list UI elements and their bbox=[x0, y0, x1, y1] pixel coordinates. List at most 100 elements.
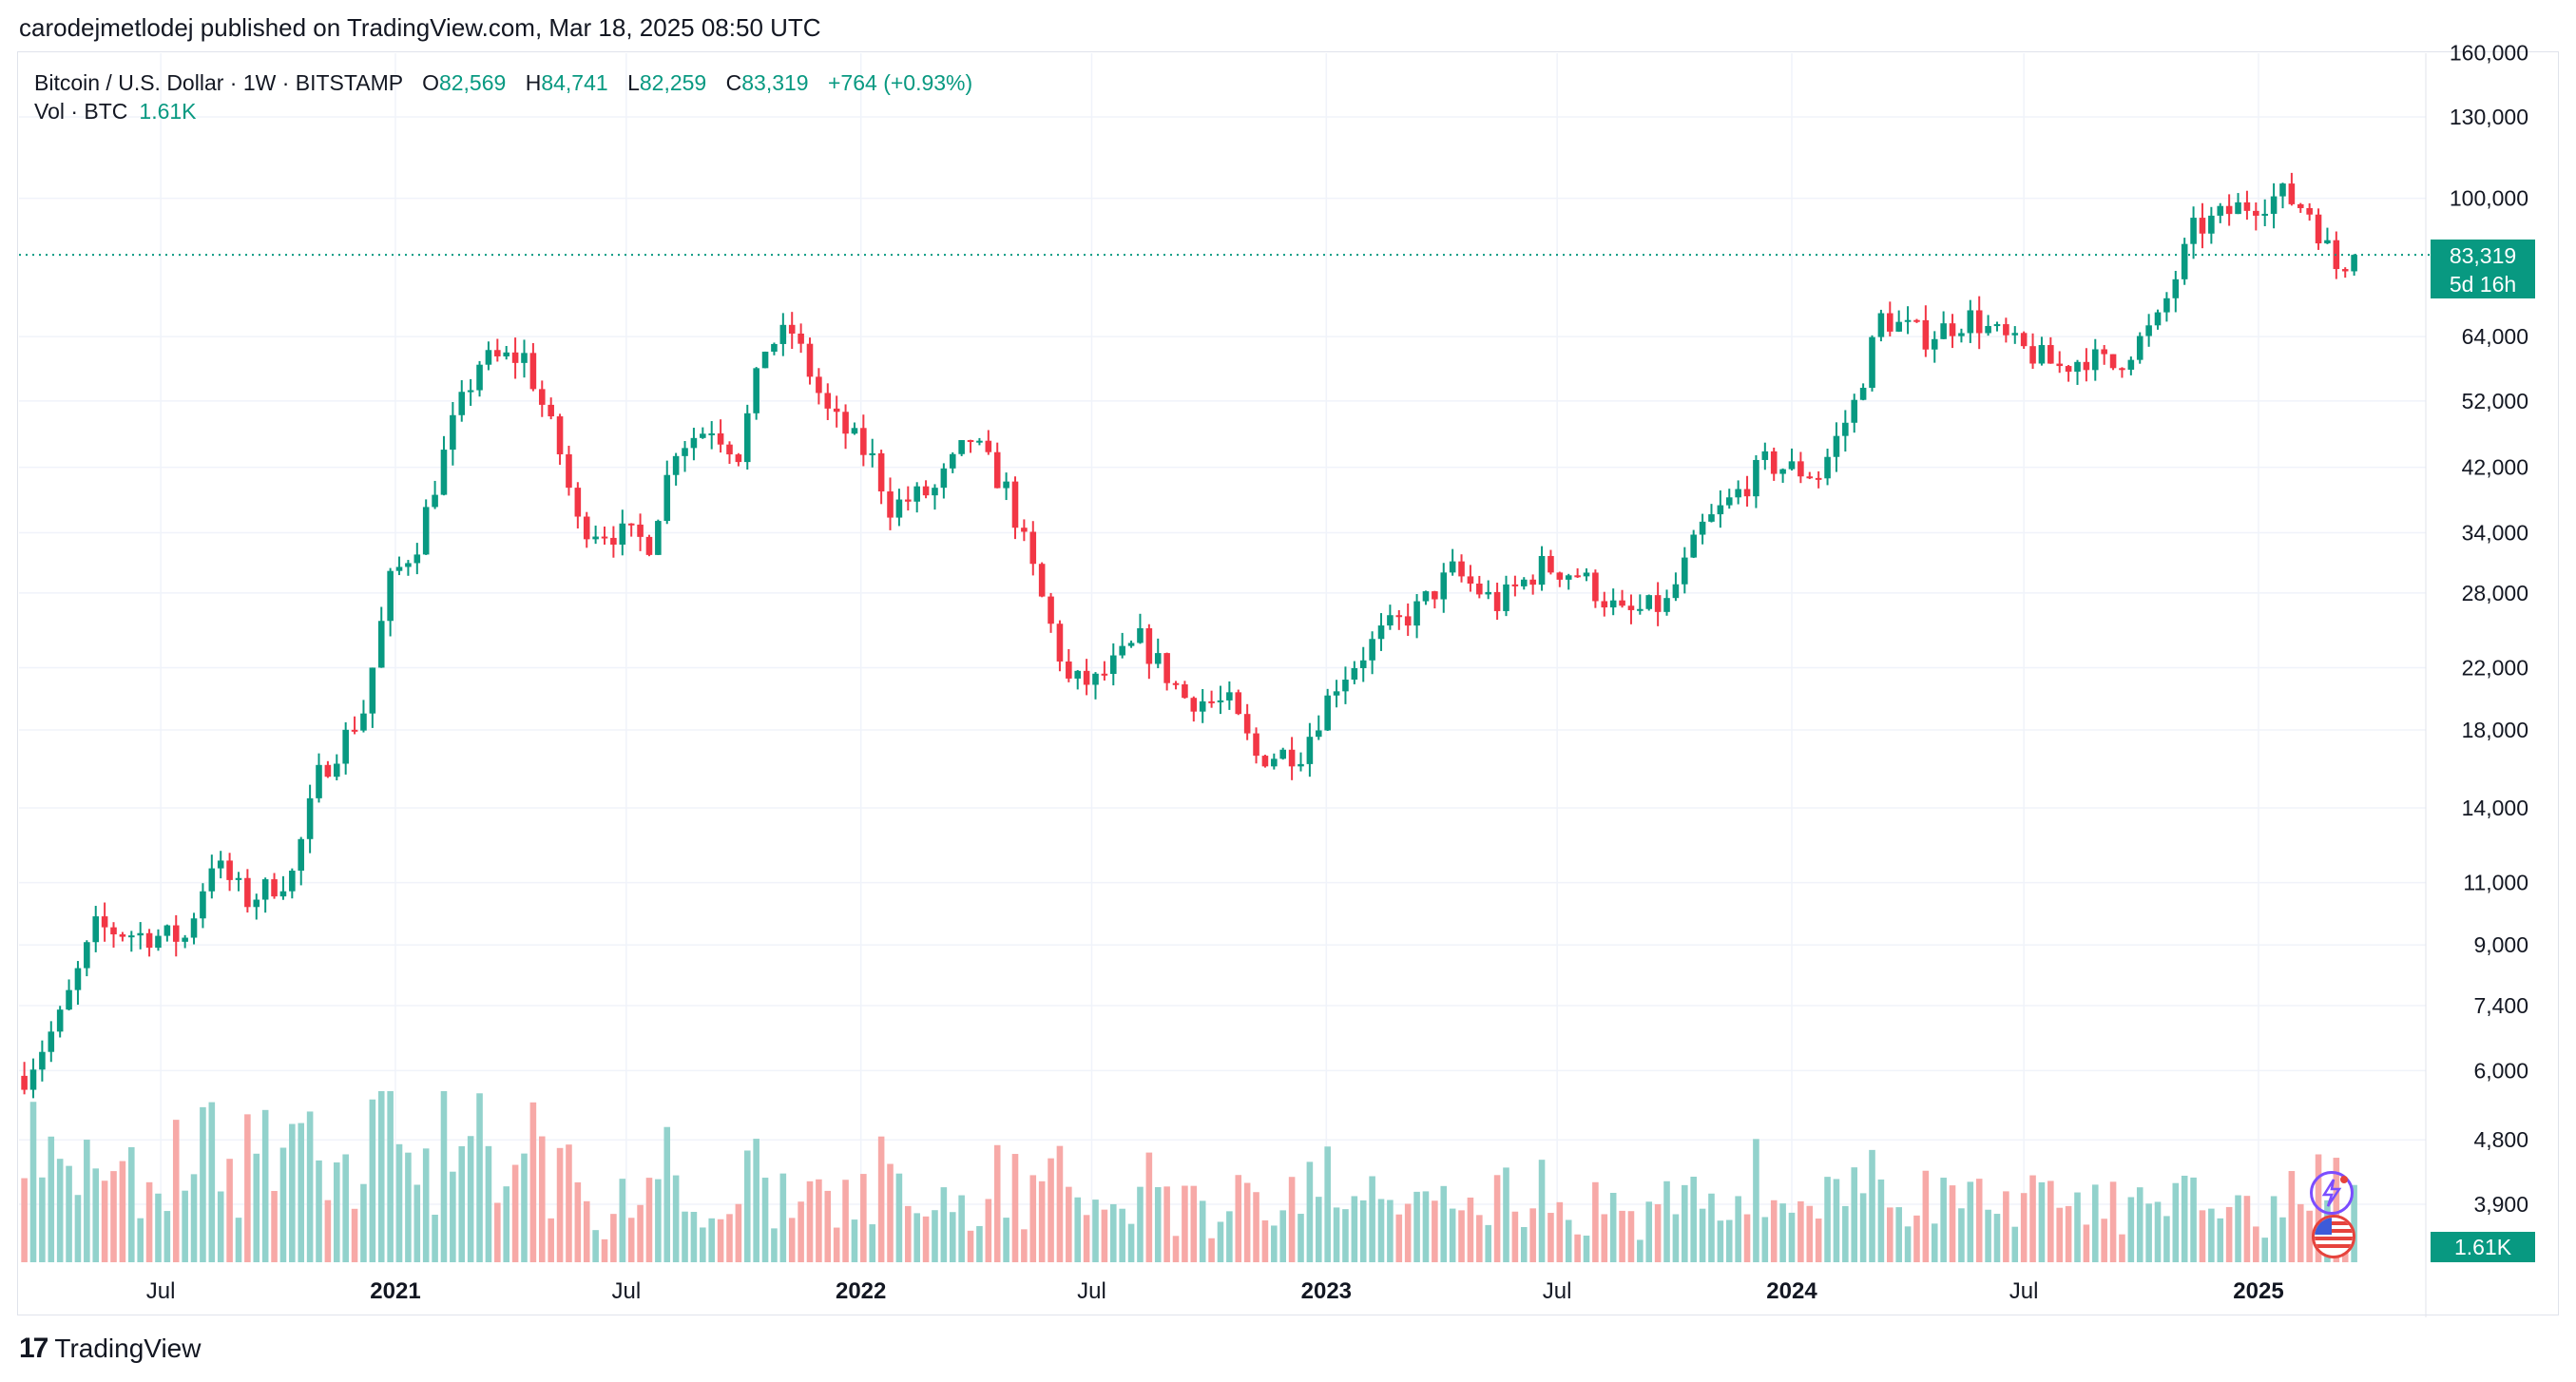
y-tick-label: 7,400 bbox=[2473, 993, 2528, 1018]
volume-bar bbox=[1690, 1177, 1697, 1262]
volume-bar bbox=[1369, 1176, 1375, 1262]
volume-bar bbox=[2235, 1195, 2241, 1262]
volume-bar bbox=[1548, 1213, 1554, 1262]
candle-body bbox=[548, 404, 554, 417]
volume-bar bbox=[289, 1123, 296, 1262]
candle-body bbox=[422, 507, 430, 555]
candle-body bbox=[2038, 345, 2046, 364]
candle-body bbox=[2065, 366, 2072, 373]
volume-bar bbox=[1003, 1218, 1009, 1262]
candle-body bbox=[1779, 469, 1786, 474]
candle-body bbox=[1021, 528, 1028, 532]
candle-body bbox=[690, 437, 698, 449]
candle-body bbox=[1788, 461, 1796, 470]
candle-body bbox=[1627, 605, 1635, 610]
volume-bar bbox=[163, 1211, 171, 1262]
candle-body bbox=[1387, 615, 1394, 626]
candle-body bbox=[2047, 345, 2054, 364]
candle-body bbox=[2341, 269, 2349, 272]
volume-bar bbox=[503, 1186, 510, 1262]
candle-body bbox=[387, 570, 394, 622]
candle-body bbox=[200, 891, 206, 919]
candle-body bbox=[717, 432, 724, 445]
volume-bar bbox=[494, 1202, 501, 1262]
volume-bar bbox=[360, 1183, 367, 1262]
candle-body bbox=[779, 324, 787, 344]
volume-bar bbox=[1127, 1223, 1135, 1262]
candle-body bbox=[1833, 435, 1840, 457]
volume-bar bbox=[610, 1214, 617, 1262]
bolt-sparkle-icon[interactable] bbox=[2310, 1171, 2354, 1215]
candle-body bbox=[289, 871, 296, 892]
volume-bar bbox=[1538, 1160, 1546, 1262]
volume-bar bbox=[529, 1102, 537, 1262]
volume-bar bbox=[2083, 1224, 2090, 1262]
volume-bar bbox=[1048, 1158, 1054, 1262]
candle-body bbox=[1904, 319, 1912, 322]
candle-body bbox=[798, 333, 804, 344]
volume-bar bbox=[1154, 1187, 1162, 1262]
candle-body bbox=[440, 450, 448, 495]
volume-bar bbox=[1824, 1177, 1831, 1262]
volume-label[interactable]: Vol · BTC bbox=[34, 99, 128, 124]
volume-bar bbox=[235, 1218, 242, 1262]
volume-bar bbox=[2020, 1193, 2028, 1262]
candle-body bbox=[1931, 338, 1938, 350]
candle-body bbox=[1422, 591, 1430, 602]
volume-bar bbox=[351, 1208, 358, 1262]
candle-body bbox=[271, 879, 278, 897]
volume-bar bbox=[1137, 1186, 1144, 1262]
volume-bar bbox=[788, 1218, 796, 1262]
candle-body bbox=[2029, 346, 2036, 364]
tradingview-brand[interactable]: 17 TradingView bbox=[19, 1333, 201, 1365]
candle-body bbox=[217, 860, 224, 869]
volume-bar bbox=[1753, 1139, 1759, 1262]
candle-body bbox=[1261, 756, 1269, 767]
candle-body bbox=[663, 474, 671, 522]
candle-body bbox=[1940, 323, 1947, 339]
volume-bar bbox=[2056, 1207, 2064, 1262]
candle-body bbox=[1753, 459, 1759, 497]
candle-body bbox=[538, 389, 546, 405]
volume-bar bbox=[1404, 1203, 1412, 1262]
volume-bar bbox=[1101, 1209, 1108, 1262]
candle-body bbox=[467, 390, 474, 393]
volume-bar bbox=[110, 1171, 117, 1262]
volume-bar bbox=[869, 1224, 876, 1262]
candle-body bbox=[334, 763, 340, 777]
volume-bar bbox=[1993, 1214, 2001, 1262]
volume-bar bbox=[1199, 1200, 1206, 1262]
volume-bar bbox=[967, 1230, 974, 1262]
volume-bar bbox=[682, 1211, 688, 1262]
volume-bar bbox=[1761, 1217, 1769, 1262]
candle-body bbox=[1609, 600, 1617, 608]
last-price-tag: 83,319 5d 16h bbox=[2431, 240, 2535, 298]
volume-bar bbox=[2270, 1196, 2278, 1262]
us-flag-icon[interactable] bbox=[2312, 1215, 2355, 1258]
candle-body bbox=[155, 935, 162, 949]
x-tick-label: 2024 bbox=[1766, 1278, 1817, 1304]
candle-body bbox=[958, 440, 965, 454]
volume-bar bbox=[1145, 1152, 1153, 1262]
y-tick-label: 4,800 bbox=[2473, 1127, 2528, 1152]
volume-bar bbox=[2225, 1206, 2233, 1262]
candle-body bbox=[851, 428, 858, 434]
volume-bar bbox=[655, 1179, 662, 1262]
volume-bar bbox=[798, 1201, 804, 1262]
volume-bar bbox=[1717, 1220, 1724, 1262]
volume-legend: Vol · BTC 1.61K bbox=[34, 99, 197, 125]
y-tick-label: 100,000 bbox=[2450, 186, 2528, 211]
y-tick-label: 34,000 bbox=[2462, 521, 2528, 546]
x-tick-label: 2021 bbox=[370, 1278, 420, 1304]
publisher-line: carodejmetlodej published on TradingView… bbox=[19, 13, 821, 42]
candle-body bbox=[2270, 196, 2278, 214]
volume-bar bbox=[2127, 1197, 2135, 1262]
symbol-label[interactable]: Bitcoin / U.S. Dollar · 1W · BITSTAMP bbox=[34, 70, 403, 95]
volume-bar bbox=[145, 1181, 153, 1262]
candle-body bbox=[119, 934, 126, 937]
candle-body bbox=[1279, 749, 1287, 759]
volume-bar bbox=[306, 1111, 314, 1262]
volume-bar bbox=[1298, 1214, 1304, 1262]
volume-bar bbox=[1432, 1200, 1438, 1262]
